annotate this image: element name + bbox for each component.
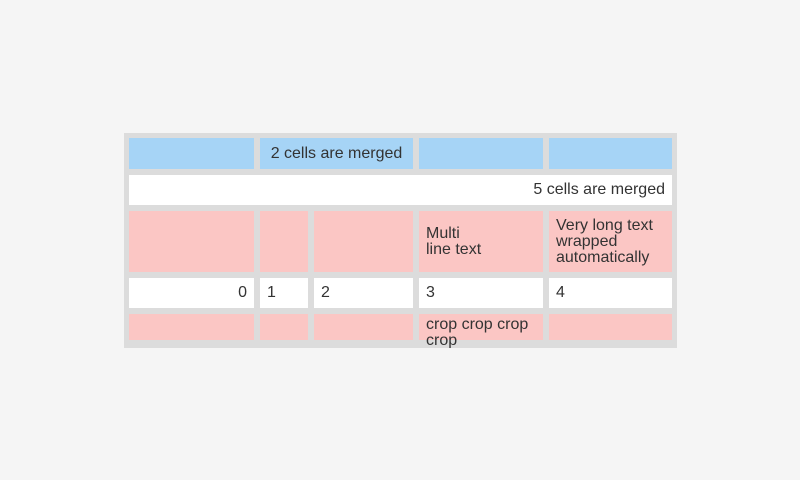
row5-cropped-text-cell: crop crop crop crop: [419, 314, 543, 348]
row4-number-cell-2: 2: [314, 278, 413, 308]
table-grid: 2 cells are merged 5 cells are merged Mu…: [129, 138, 672, 348]
row5-pink-cell-empty-4: [549, 314, 672, 340]
row4-number-cell-3: 3: [419, 278, 543, 308]
row4-number-cell-4: 4: [549, 278, 672, 308]
row1-blue-cell-empty-1: [129, 138, 254, 169]
row5-pink-cell-empty-2: [260, 314, 308, 340]
row1-blue-cell-empty-2: [419, 138, 543, 169]
row3-multiline-cell: Multi line text: [419, 211, 543, 272]
row3-pink-cell-empty-2: [260, 211, 308, 272]
row5-pink-cell-empty-3: [314, 314, 413, 340]
row3-wrapped-text-cell: Very long text wrapped automatically: [549, 211, 672, 272]
row3-pink-cell-empty-3: [314, 211, 413, 272]
row3-pink-cell-empty-1: [129, 211, 254, 272]
row1-merged-2-cell: 2 cells are merged: [260, 138, 413, 169]
table-frame: 2 cells are merged 5 cells are merged Mu…: [124, 133, 677, 348]
row4-number-cell-0: 0: [129, 278, 254, 308]
row4-number-cell-1: 1: [260, 278, 308, 308]
row2-merged-5-cell: 5 cells are merged: [129, 175, 672, 205]
row1-blue-cell-empty-3: [549, 138, 672, 169]
row5-pink-cell-empty-1: [129, 314, 254, 340]
